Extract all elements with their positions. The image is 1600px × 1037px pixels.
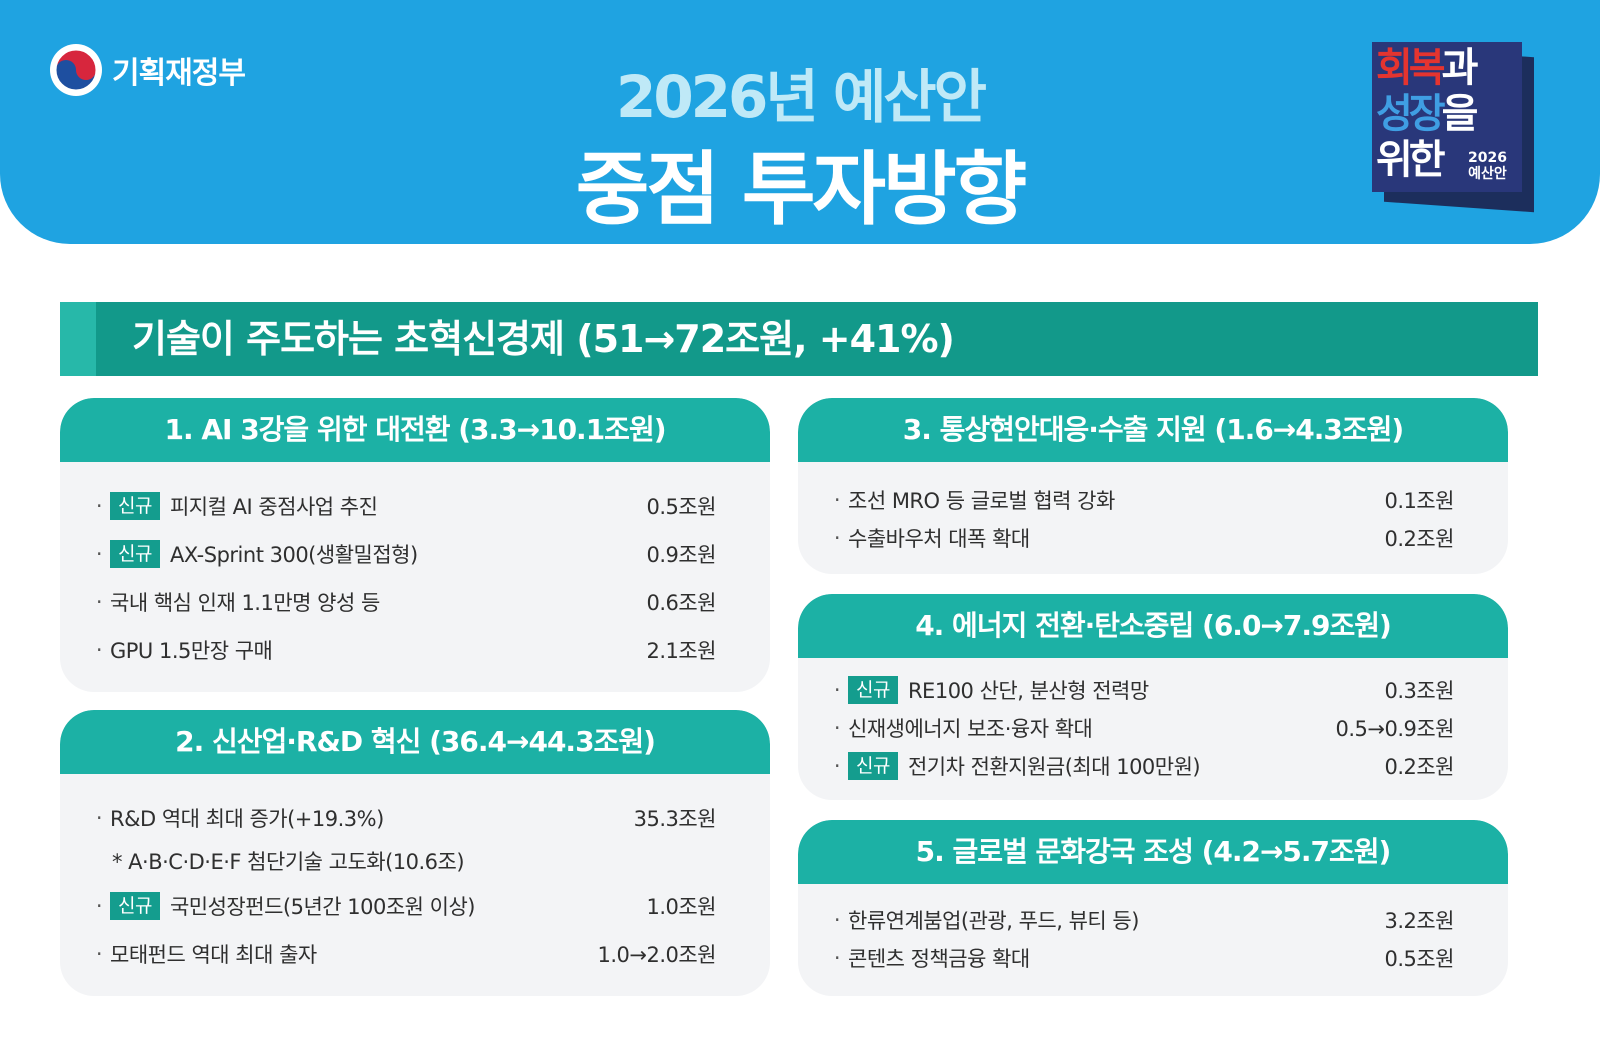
item-label: R&D 역대 최대 증가(+19.3%) [110, 807, 384, 831]
bullet-icon: · [833, 946, 841, 970]
item-value: 0.6조원 [646, 591, 716, 615]
bullet-icon: · [95, 942, 103, 966]
item-value: 2.1조원 [646, 639, 716, 663]
list-item: · 수출바우처 대폭 확대 0.2조원 [798, 518, 1508, 558]
item-label: 국민성장펀드(5년간 100조원 이상) [169, 895, 476, 919]
bullet-icon: · [95, 590, 103, 614]
item-value: 0.2조원 [1384, 527, 1454, 551]
badge-word-growth: 성장 [1376, 91, 1446, 137]
item-value: 0.9조원 [646, 543, 716, 567]
list-item: · 콘텐츠 정책금융 확대 0.5조원 [798, 938, 1508, 978]
badge-body: 회복과 성장을 위한 2026 예산안 [1372, 42, 1522, 192]
bullet-icon: · [833, 678, 841, 702]
list-item: · 신규 피지컬 AI 중점사업 추진 0.5조원 [60, 486, 770, 526]
bullet-icon: · [833, 908, 841, 932]
new-tag: 신규 [110, 892, 160, 920]
item-value: 0.5조원 [646, 495, 716, 519]
item-value: 0.5→0.9조원 [1335, 717, 1454, 741]
list-item: · R&D 역대 최대 증가(+19.3%) 35.3조원 [60, 798, 770, 838]
taegeuk-icon [50, 44, 102, 96]
list-item: · 신규 RE100 산단, 분산형 전력망 0.3조원 [798, 670, 1508, 710]
banner-accent [60, 302, 96, 376]
bullet-icon: · [95, 542, 103, 566]
list-item: · 모태펀드 역대 최대 출자 1.0→2.0조원 [60, 934, 770, 974]
section-title: 기술이 주도하는 초혁신경제 (51→72조원, +41%) [132, 317, 955, 361]
card-title: 2. 신산업·R&D 혁신 (36.4→44.3조원) [60, 710, 770, 774]
card-culture: 5. 글로벌 문화강국 조성 (4.2→5.7조원) · 한류연계붐업(관광, … [798, 820, 1508, 996]
item-label: 모태펀드 역대 최대 출자 [110, 943, 317, 967]
header-banner: 기획재정부 2026년 예산안 중점 투자방향 회복과 성장을 위한 2026 … [0, 0, 1600, 244]
item-value: 35.3조원 [633, 807, 717, 831]
list-item: · 조선 MRO 등 글로벌 협력 강화 0.1조원 [798, 480, 1508, 520]
card-title: 1. AI 3강을 위한 대전환 (3.3→10.1조원) [60, 398, 770, 462]
badge-particle-2: 을 [1441, 91, 1479, 137]
badge-line-2: 성장을 [1376, 91, 1479, 137]
badge-word-recovery: 회복 [1376, 45, 1446, 91]
card-title: 5. 글로벌 문화강국 조성 (4.2→5.7조원) [798, 820, 1508, 884]
item-note: * A·B·C·D·E·F 첨단기술 고도화(10.6조) [112, 850, 465, 874]
new-tag: 신규 [848, 676, 898, 704]
bullet-icon: · [833, 488, 841, 512]
card-title: 4. 에너지 전환·탄소중립 (6.0→7.9조원) [798, 594, 1508, 658]
item-label: 조선 MRO 등 글로벌 협력 강화 [848, 489, 1115, 513]
list-item: · 국내 핵심 인재 1.1만명 양성 등 0.6조원 [60, 582, 770, 622]
list-item: · GPU 1.5만장 구매 2.1조원 [60, 630, 770, 670]
badge-word-for: 위한 [1376, 137, 1446, 183]
page-title: 중점 투자방향 [575, 143, 1027, 236]
item-value: 0.1조원 [1384, 489, 1454, 513]
item-value: 3.2조원 [1384, 909, 1454, 933]
campaign-badge: 회복과 성장을 위한 2026 예산안 [1372, 42, 1542, 213]
list-item: · 신규 AX-Sprint 300(생활밀접형) 0.9조원 [60, 534, 770, 574]
item-label: 한류연계붐업(관광, 푸드, 뷰티 등) [848, 909, 1139, 933]
item-label: AX-Sprint 300(생활밀접형) [169, 543, 418, 567]
item-label: RE100 산단, 분산형 전력망 [907, 679, 1149, 703]
item-label: GPU 1.5만장 구매 [110, 639, 273, 663]
title-year: 2026년 예산안 [615, 63, 987, 131]
item-label: 콘텐츠 정책금융 확대 [848, 947, 1030, 971]
item-value: 1.0조원 [646, 895, 716, 919]
new-tag: 신규 [110, 492, 160, 520]
bullet-icon: · [833, 716, 841, 740]
card-energy: 4. 에너지 전환·탄소중립 (6.0→7.9조원) · 신규 RE100 산단… [798, 594, 1508, 800]
card-trade: 3. 통상현안대응·수출 지원 (1.6→4.3조원) · 조선 MRO 등 글… [798, 398, 1508, 574]
badge-year-sub: 예산안 [1468, 166, 1507, 182]
bullet-icon: · [95, 806, 103, 830]
item-label: 피지컬 AI 중점사업 추진 [169, 495, 378, 519]
org-logo: 기획재정부 [50, 44, 246, 96]
badge-line-1: 회복과 [1376, 45, 1479, 91]
list-item: · 신규 전기차 전환지원금(최대 100만원) 0.2조원 [798, 746, 1508, 786]
item-value: 0.2조원 [1384, 755, 1454, 779]
new-tag: 신규 [848, 752, 898, 780]
item-value: 1.0→2.0조원 [597, 943, 716, 967]
section-banner: 기술이 주도하는 초혁신경제 (51→72조원, +41%) [60, 302, 1538, 376]
org-name: 기획재정부 [112, 56, 246, 91]
list-item: · 신재생에너지 보조·융자 확대 0.5→0.9조원 [798, 708, 1508, 748]
item-label: 국내 핵심 인재 1.1만명 양성 등 [110, 591, 380, 615]
new-tag: 신규 [110, 540, 160, 568]
bullet-icon: · [833, 754, 841, 778]
card-ai: 1. AI 3강을 위한 대전환 (3.3→10.1조원) · 신규 피지컬 A… [60, 398, 770, 692]
item-value: 0.5조원 [1384, 947, 1454, 971]
item-value: 0.3조원 [1384, 679, 1454, 703]
bullet-icon: · [833, 526, 841, 550]
badge-line-3: 위한 [1376, 137, 1446, 183]
item-label: 신재생에너지 보조·융자 확대 [848, 717, 1093, 741]
item-label: 수출바우처 대폭 확대 [848, 527, 1030, 551]
list-item: · 신규 국민성장펀드(5년간 100조원 이상) 1.0조원 [60, 886, 770, 926]
badge-particle-1: 과 [1441, 45, 1479, 91]
card-rnd: 2. 신산업·R&D 혁신 (36.4→44.3조원) · R&D 역대 최대 … [60, 710, 770, 996]
item-label: 전기차 전환지원금(최대 100만원) [907, 755, 1201, 779]
list-item: · 한류연계붐업(관광, 푸드, 뷰티 등) 3.2조원 [798, 900, 1508, 940]
badge-year-number: 2026 [1468, 150, 1507, 166]
bullet-icon: · [95, 894, 103, 918]
card-title: 3. 통상현안대응·수출 지원 (1.6→4.3조원) [798, 398, 1508, 462]
badge-year: 2026 예산안 [1468, 150, 1507, 182]
bullet-icon: · [95, 494, 103, 518]
bullet-icon: · [95, 638, 103, 662]
